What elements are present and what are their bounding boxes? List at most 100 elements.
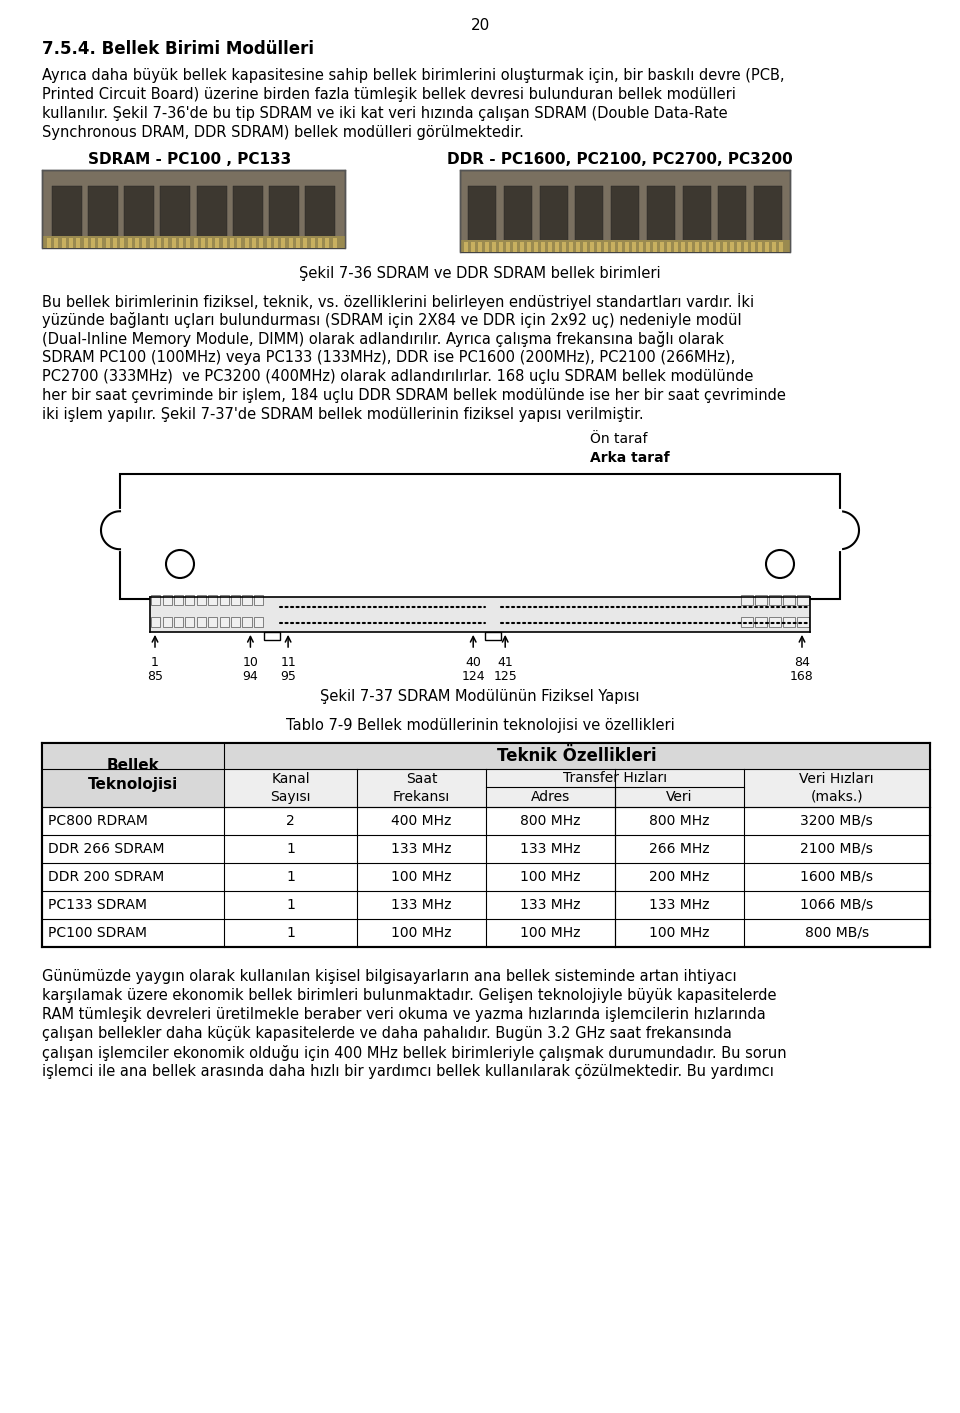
Bar bbox=[464, 242, 468, 252]
Bar bbox=[783, 595, 795, 605]
Bar bbox=[197, 617, 205, 627]
Text: 133 MHz: 133 MHz bbox=[649, 899, 709, 911]
Bar bbox=[527, 242, 531, 252]
Text: SDRAM PC100 (100MHz) veya PC133 (133MHz), DDR ise PC1600 (200MHz), PC2100 (266MH: SDRAM PC100 (100MHz) veya PC133 (133MHz)… bbox=[42, 350, 735, 365]
Bar bbox=[769, 617, 780, 627]
Text: 133 MHz: 133 MHz bbox=[520, 842, 581, 856]
Bar bbox=[639, 242, 643, 252]
Bar bbox=[534, 242, 538, 252]
Bar bbox=[142, 237, 146, 249]
Text: Ön taraf: Ön taraf bbox=[590, 432, 647, 447]
Bar bbox=[197, 187, 227, 237]
Bar bbox=[267, 237, 271, 249]
Bar bbox=[625, 242, 629, 252]
Bar bbox=[269, 187, 299, 237]
Bar bbox=[716, 242, 720, 252]
Bar bbox=[460, 170, 790, 252]
Bar bbox=[504, 187, 532, 242]
Bar bbox=[150, 598, 810, 632]
Bar bbox=[231, 617, 240, 627]
Bar bbox=[120, 237, 124, 249]
Bar bbox=[305, 187, 335, 237]
Bar bbox=[318, 237, 322, 249]
Text: Kanal
Sayısı: Kanal Sayısı bbox=[271, 773, 311, 804]
Text: 100 MHz: 100 MHz bbox=[392, 926, 452, 940]
Bar bbox=[660, 242, 664, 252]
Text: PC133 SDRAM: PC133 SDRAM bbox=[48, 899, 147, 911]
Bar bbox=[779, 242, 783, 252]
Text: 1: 1 bbox=[286, 899, 295, 911]
Text: PC2700 (333MHz)  ve PC3200 (400MHz) olarak adlandırılırlar. 168 uçlu SDRAM belle: PC2700 (333MHz) ve PC3200 (400MHz) olara… bbox=[42, 369, 754, 384]
Bar bbox=[683, 187, 710, 242]
Bar bbox=[194, 237, 198, 249]
Bar bbox=[281, 237, 285, 249]
Text: Ayrıca daha büyük bellek kapasitesine sahip bellek birimlerini oluşturmak için, : Ayrıca daha büyük bellek kapasitesine sa… bbox=[42, 68, 784, 83]
Bar bbox=[174, 595, 183, 605]
Text: PC100 SDRAM: PC100 SDRAM bbox=[48, 926, 147, 940]
Bar bbox=[667, 242, 671, 252]
Text: (Dual-Inline Memory Module, DIMM) olarak adlandırılır. Ayrıca çalışma frekansına: (Dual-Inline Memory Module, DIMM) olarak… bbox=[42, 331, 724, 348]
Text: işlemci ile ana bellek arasında daha hızlı bir yardımcı bellek kullanılarak çözü: işlemci ile ana bellek arasında daha hız… bbox=[42, 1064, 774, 1080]
Bar bbox=[486, 769, 743, 787]
Bar bbox=[548, 242, 552, 252]
Bar bbox=[124, 187, 155, 237]
Bar bbox=[499, 242, 503, 252]
Text: 100 MHz: 100 MHz bbox=[649, 926, 709, 940]
Text: 2100 MB/s: 2100 MB/s bbox=[801, 842, 874, 856]
Text: Arka taraf: Arka taraf bbox=[590, 451, 670, 465]
Bar bbox=[230, 237, 234, 249]
Text: 133 MHz: 133 MHz bbox=[392, 899, 452, 911]
Text: Bu bellek birimlerinin fiziksel, teknik, vs. özelliklerini belirleyen endüstriye: Bu bellek birimlerinin fiziksel, teknik,… bbox=[42, 292, 755, 309]
Text: Günümüzde yaygın olarak kullanılan kişisel bilgisayarların ana bellek sisteminde: Günümüzde yaygın olarak kullanılan kişis… bbox=[42, 969, 736, 983]
Bar bbox=[208, 595, 217, 605]
Bar bbox=[718, 187, 746, 242]
Text: 85: 85 bbox=[147, 670, 163, 682]
Bar bbox=[98, 237, 103, 249]
Bar bbox=[798, 595, 808, 605]
Bar bbox=[758, 242, 762, 252]
Bar bbox=[769, 595, 780, 605]
Bar bbox=[42, 743, 930, 947]
Text: 10: 10 bbox=[243, 656, 258, 668]
Text: 7.5.4. Bellek Birimi Modülleri: 7.5.4. Bellek Birimi Modülleri bbox=[42, 40, 314, 58]
Bar bbox=[513, 242, 517, 252]
Bar bbox=[208, 617, 217, 627]
Text: 133 MHz: 133 MHz bbox=[392, 842, 452, 856]
Bar bbox=[259, 237, 263, 249]
Bar bbox=[52, 187, 82, 237]
Bar bbox=[333, 237, 337, 249]
Bar bbox=[42, 743, 224, 807]
Bar bbox=[61, 237, 65, 249]
Bar bbox=[611, 242, 615, 252]
Bar bbox=[709, 242, 713, 252]
Bar bbox=[162, 617, 172, 627]
Text: 266 MHz: 266 MHz bbox=[649, 842, 709, 856]
Bar bbox=[604, 242, 608, 252]
Bar bbox=[575, 187, 603, 242]
Text: 94: 94 bbox=[243, 670, 258, 682]
Bar bbox=[76, 237, 81, 249]
Bar bbox=[91, 237, 95, 249]
Bar bbox=[42, 170, 345, 249]
Bar bbox=[232, 187, 263, 237]
Text: PC800 RDRAM: PC800 RDRAM bbox=[48, 814, 148, 828]
Bar bbox=[162, 595, 172, 605]
Text: her bir saat çevriminde bir işlem, 184 uçlu DDR SDRAM bellek modülünde ise her b: her bir saat çevriminde bir işlem, 184 u… bbox=[42, 389, 786, 403]
Text: 124: 124 bbox=[462, 670, 485, 682]
Text: Printed Circuit Board) üzerine birden fazla tümleşik bellek devresi bulunduran b: Printed Circuit Board) üzerine birden fa… bbox=[42, 88, 736, 102]
Text: Transfer Hızları: Transfer Hızları bbox=[563, 771, 667, 786]
Bar bbox=[220, 595, 228, 605]
Text: yüzünde bağlantı uçları bulundurması (SDRAM için 2X84 ve DDR için 2x92 uç) neden: yüzünde bağlantı uçları bulundurması (SD… bbox=[42, 312, 742, 328]
Bar bbox=[590, 242, 594, 252]
Text: Saat
Frekansı: Saat Frekansı bbox=[393, 773, 450, 804]
Text: 800 MB/s: 800 MB/s bbox=[804, 926, 869, 940]
Bar bbox=[681, 242, 685, 252]
Text: 3200 MB/s: 3200 MB/s bbox=[801, 814, 874, 828]
Bar bbox=[611, 187, 639, 242]
Bar bbox=[296, 237, 300, 249]
Bar bbox=[179, 237, 182, 249]
Text: 133 MHz: 133 MHz bbox=[520, 899, 581, 911]
Bar bbox=[653, 242, 657, 252]
Text: Veri Hızları
(maks.): Veri Hızları (maks.) bbox=[800, 773, 874, 804]
Bar bbox=[186, 237, 190, 249]
